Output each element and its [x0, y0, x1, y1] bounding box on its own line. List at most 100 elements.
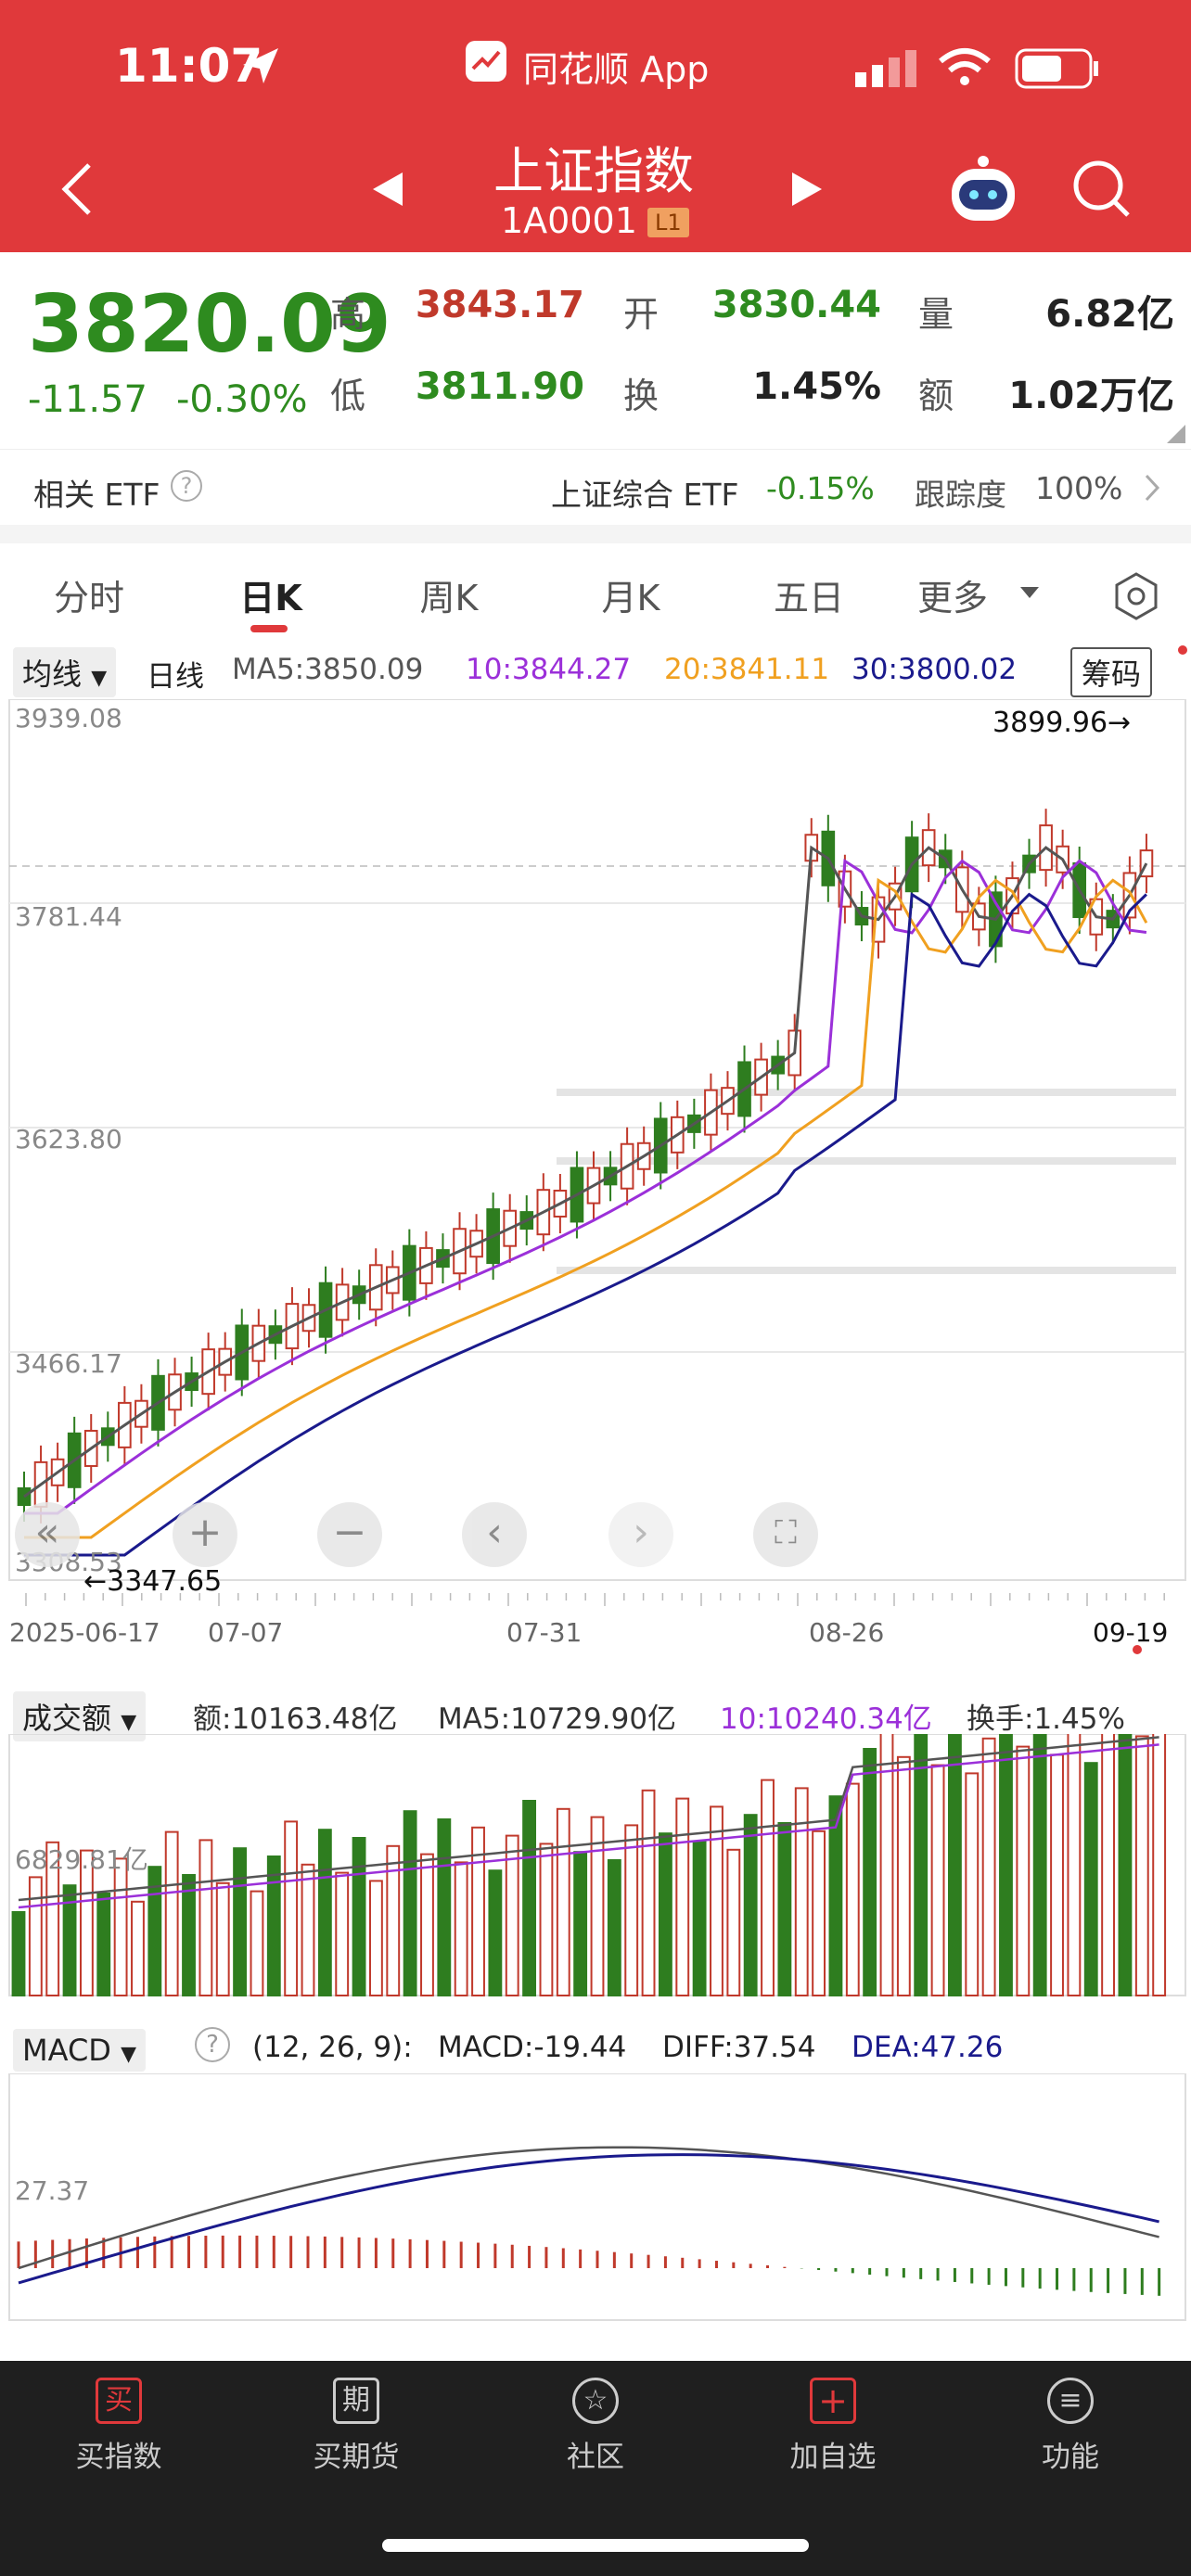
- x-label-2: 07-31: [506, 1617, 583, 1648]
- tab-timeshare[interactable]: 分时: [53, 578, 124, 618]
- next-stock-icon[interactable]: [788, 171, 826, 211]
- zoom-in-icon[interactable]: +: [173, 1502, 237, 1567]
- search-icon[interactable]: [1070, 158, 1133, 224]
- kline-chart[interactable]: [0, 699, 1191, 1654]
- volume-bar-up: [965, 1772, 980, 1997]
- app-badge[interactable]: 同花顺 App: [523, 49, 710, 90]
- volume-y-label: 6829.81亿: [15, 1844, 148, 1875]
- tab-daily-k[interactable]: 日K: [239, 578, 302, 618]
- macd-diff: DIFF:37.54: [662, 2031, 816, 2064]
- robot-assistant-icon[interactable]: [944, 154, 1022, 228]
- volume-bar-up: [1152, 1734, 1167, 1997]
- dropdown-icon: ▼: [91, 667, 108, 690]
- nav-community-label: 社区: [567, 2441, 624, 2474]
- volume-chart[interactable]: [0, 1734, 1191, 1999]
- turnover-value: 1.45%: [752, 365, 881, 408]
- low-value: 3811.90: [415, 365, 584, 408]
- volume-bar-up: [845, 1782, 860, 1996]
- volume-bar-up: [1016, 1745, 1031, 1996]
- macd-help-icon[interactable]: ?: [195, 2027, 230, 2062]
- nav-add-watchlist-label: 加自选: [789, 2441, 877, 2474]
- open-value: 3830.44: [711, 284, 881, 326]
- macd-y-label: 27.37: [15, 2175, 90, 2206]
- pan-right-icon[interactable]: ›: [608, 1502, 673, 1567]
- nav-buy-futures-label: 买期货: [313, 2441, 400, 2474]
- volume-bar-down: [96, 1893, 111, 1996]
- volume-bar-up: [930, 1764, 945, 1996]
- nav-add-watchlist[interactable]: + 加自选: [759, 2378, 907, 2475]
- macd-indicator-selector[interactable]: MACD ▼: [13, 2029, 147, 2072]
- functions-icon: ≡: [1047, 2378, 1094, 2424]
- pan-left-icon[interactable]: ‹: [462, 1502, 527, 1567]
- settings-hex-icon[interactable]: [1111, 571, 1161, 625]
- app-logo-icon: [466, 41, 506, 82]
- tab-monthly-k[interactable]: 月K: [601, 578, 660, 618]
- nav-buy-futures[interactable]: 期 买期货: [282, 2378, 430, 2475]
- ma-line-3: [24, 891, 1147, 1557]
- y-label-top: 3939.08: [15, 703, 122, 733]
- tab-weekly-k[interactable]: 周K: [419, 578, 479, 618]
- volume-ma10: 10:10240.34亿: [720, 1702, 932, 1736]
- high-value: 3843.17: [415, 284, 584, 326]
- volume-bar-up: [45, 1841, 60, 1996]
- volume-bar-up: [505, 1834, 519, 1996]
- volume-bar-down: [11, 1911, 26, 1996]
- expand-corner-icon[interactable]: [1167, 425, 1185, 447]
- volume-bar-up: [454, 1861, 468, 1996]
- ma-line-0: [23, 845, 1148, 1498]
- volume-bar-down: [828, 1795, 843, 1996]
- volume-bar-up: [794, 1787, 809, 1997]
- volume-bar-up: [386, 1844, 401, 1996]
- volume-bar-up: [896, 1755, 911, 1997]
- fullscreen-icon[interactable]: ⛶: [753, 1502, 818, 1567]
- volume-bar-down: [1118, 1734, 1133, 1996]
- ma-type-selector[interactable]: 均线 ▼: [13, 647, 117, 697]
- zoom-out-icon[interactable]: −: [317, 1502, 382, 1567]
- volume-indicator-selector[interactable]: 成交额 ▼: [13, 1691, 147, 1741]
- volume-bar-down: [692, 1841, 707, 1996]
- related-etf-row[interactable]: 相关 ETF ? 上证综合 ETF -0.15% 跟踪度 100%: [0, 449, 1191, 523]
- turnover-label: 换: [623, 376, 660, 416]
- volume-bar-up: [131, 1900, 145, 1996]
- dropdown-icon: ▼: [121, 2043, 137, 2066]
- back-icon[interactable]: [56, 159, 96, 223]
- ma10-value: 10:3844.27: [466, 653, 632, 686]
- volume-selector-label: 成交额: [22, 1701, 112, 1736]
- high-marker: 3899.96→: [992, 707, 1132, 739]
- ma-type-label: 均线: [22, 657, 83, 692]
- nav-community[interactable]: ☆ 社区: [521, 2378, 670, 2475]
- low-marker: ←3347.65: [83, 1565, 223, 1598]
- volume-bar-up: [641, 1789, 656, 1996]
- volume-bar-down: [522, 1800, 537, 1996]
- volume-bar-down: [437, 1818, 452, 1996]
- help-icon[interactable]: ?: [171, 470, 202, 502]
- volume-bar-up: [420, 1853, 434, 1996]
- nav-buy-index[interactable]: 买 买指数: [45, 2378, 193, 2475]
- volume-bar-down: [1083, 1762, 1098, 1997]
- macd-chart[interactable]: [0, 2073, 1191, 2324]
- tab-five-day[interactable]: 五日: [773, 578, 844, 618]
- prev-stock-icon[interactable]: [369, 171, 406, 211]
- chip-band: [557, 1157, 1176, 1165]
- signal-icon: [855, 50, 920, 91]
- volume-label: 量: [918, 294, 954, 335]
- volume-bar-down: [266, 1855, 281, 1996]
- volume-bar-up: [215, 1881, 230, 1996]
- volume-bar-down: [1032, 1734, 1047, 1996]
- volume-bar-up: [471, 1826, 485, 1996]
- chip-distribution-button[interactable]: 筹码: [1070, 647, 1153, 697]
- latest-marker-dot: [1133, 1645, 1142, 1654]
- chart-frame: [8, 699, 1186, 1581]
- nav-functions[interactable]: ≡ 功能: [996, 2378, 1145, 2475]
- etf-label: 相关 ETF: [33, 477, 160, 513]
- battery-icon: [1015, 48, 1100, 93]
- more-dropdown-icon[interactable]: [1020, 586, 1039, 604]
- low-label: 低: [330, 376, 366, 416]
- nav-functions-label: 功能: [1042, 2441, 1099, 2474]
- volume-bar-up: [301, 1863, 315, 1996]
- etf-name: 上证综合 ETF: [551, 477, 739, 513]
- volume-bar-down: [658, 1832, 672, 1996]
- volume-ma5-line: [18, 1736, 1159, 1902]
- scroll-left-far-icon[interactable]: «: [15, 1502, 80, 1567]
- tab-more[interactable]: 更多: [916, 578, 988, 618]
